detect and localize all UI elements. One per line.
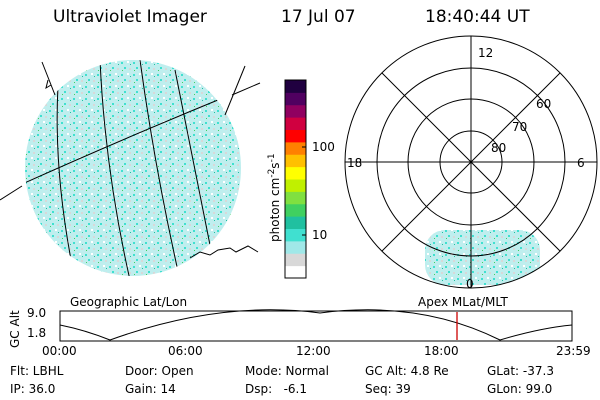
- strip-xtick-1: 06:00: [168, 344, 203, 358]
- uv-image-disk: [0, 60, 261, 276]
- colorbar-segment: [285, 141, 306, 155]
- info-ip: IP: 36.0: [10, 382, 56, 396]
- colorbar-segment: [285, 154, 306, 168]
- colorbar-segment: [285, 166, 306, 180]
- colorbar-segment: [285, 265, 306, 279]
- mlt-label-6: 6: [577, 156, 585, 170]
- colorbar-segment: [285, 191, 306, 205]
- info-filter: Flt: LBHL: [10, 364, 64, 378]
- info-gc-alt: GC Alt: 4.8 Re: [365, 364, 449, 378]
- mlt-label-0: 0: [466, 277, 474, 291]
- colorbar-units-label: photon cm-2s-1: [267, 153, 282, 242]
- apex-label: Apex MLat/MLT: [418, 295, 508, 309]
- info-glat: GLat: -37.3: [487, 364, 554, 378]
- lat-label-80: 80: [491, 141, 507, 155]
- colorbar-segment: [285, 253, 306, 267]
- info-door: Door: Open: [125, 364, 194, 378]
- time-label: 18:40:44 UT: [425, 7, 530, 27]
- strip-xtick-0: 00:00: [42, 344, 77, 358]
- colorbar-segment: [285, 129, 306, 143]
- strip-xtick-2: 12:00: [296, 344, 331, 358]
- polar-plot: [344, 35, 598, 289]
- coastline: [189, 245, 259, 259]
- mlt-label-18: 18: [347, 156, 363, 170]
- info-glon: GLon: 99.0: [487, 382, 553, 396]
- date-label: 17 Jul 07: [281, 7, 356, 27]
- coastline-fragment: [45, 79, 52, 90]
- colorbar-segment: [285, 179, 306, 192]
- colorbar-segment: [285, 240, 306, 254]
- lat-label-60: 60: [536, 97, 552, 111]
- info-mode: Mode: Normal: [245, 364, 329, 378]
- altitude-strip: [59, 309, 573, 342]
- colorbar-segment: [285, 92, 306, 106]
- strip-ylabel: GC Alt: [8, 310, 22, 348]
- strip-xtick-4: 23:59: [556, 344, 591, 358]
- polar-image-patch: [425, 230, 540, 285]
- mlt-label-12: 12: [478, 46, 494, 60]
- info-dsp: Dsp: -6.1: [245, 382, 308, 396]
- colorbar-segment: [285, 216, 306, 229]
- strip-ytick-high: 9.0: [27, 306, 47, 320]
- colorbar-tick-100: 100: [312, 140, 335, 154]
- info-gain: Gain: 14: [125, 382, 176, 396]
- colorbar: [284, 79, 307, 279]
- colorbar-tick-10: 10: [312, 228, 328, 242]
- strip-xtick-3: 18:00: [424, 344, 459, 358]
- info-seq: Seq: 39: [365, 382, 411, 396]
- colorbar-segment: [285, 104, 306, 118]
- colorbar-segment: [285, 203, 306, 217]
- strip-ytick-low: 1.8: [27, 326, 47, 340]
- geographic-label: Geographic Lat/Lon: [70, 295, 188, 309]
- lat-label-70: 70: [512, 120, 528, 134]
- colorbar-segment: [285, 80, 306, 93]
- instrument-title: Ultraviolet Imager: [53, 7, 207, 27]
- colorbar-segment: [285, 228, 306, 242]
- colorbar-segment: [285, 117, 306, 130]
